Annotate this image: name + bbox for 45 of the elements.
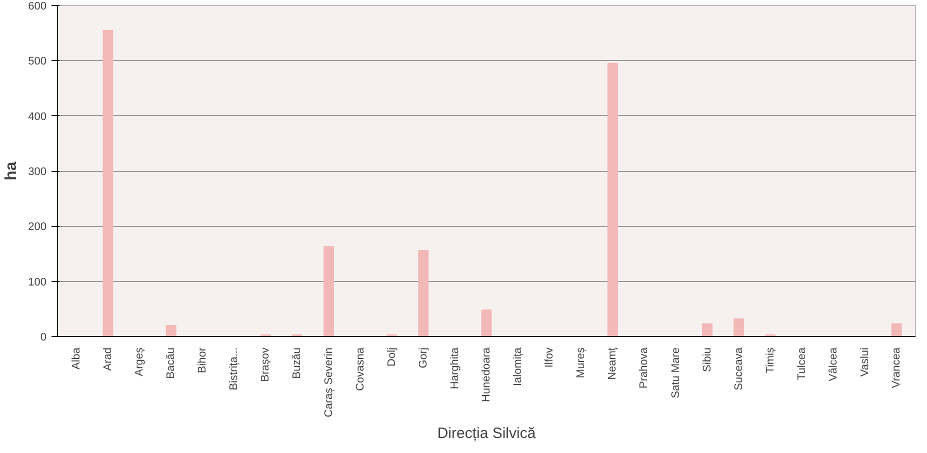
x-tick-label: Alba xyxy=(70,346,82,370)
x-tick-label: Bistrița... xyxy=(228,347,240,390)
x-tick-label: Satu Mare xyxy=(670,347,682,398)
x-tick-label: Gorj xyxy=(417,348,430,368)
x-tick-label: Hunedoara xyxy=(480,346,492,402)
bar xyxy=(702,323,713,336)
x-tick-label: Covasna xyxy=(354,346,366,391)
x-tick-label: Mureș xyxy=(575,347,588,378)
x-tick-label: Sibiu xyxy=(701,347,714,372)
y-axis-title: ha xyxy=(3,162,20,180)
x-tick-label: Suceava xyxy=(732,346,745,390)
x-axis-title: Direcția Silvică xyxy=(437,425,536,442)
y-tick-label: 500 xyxy=(28,56,47,68)
bar xyxy=(734,318,744,336)
x-tick-label: Vâlcea xyxy=(827,346,840,382)
x-tick-label: Timiș xyxy=(764,347,776,374)
x-tick-label: Vaslui xyxy=(859,347,872,377)
x-tick-label: Neamț xyxy=(606,347,619,380)
y-tick-label: 0 xyxy=(40,332,47,344)
x-tick-label: Tulcea xyxy=(796,346,808,380)
bar xyxy=(324,246,334,336)
y-tick-label: 400 xyxy=(28,110,47,123)
bar xyxy=(891,323,902,336)
x-tick-label: Arad xyxy=(102,347,114,371)
x-tick-label: Buzău xyxy=(291,347,304,379)
x-tick-label: Argeș xyxy=(134,347,146,376)
y-tick-label: 300 xyxy=(28,166,47,178)
bar xyxy=(166,324,176,336)
x-tick-label: Brașov xyxy=(260,347,272,382)
x-tick-label: Harghita xyxy=(448,346,461,390)
bar xyxy=(481,310,492,336)
x-tick-label: Bacău xyxy=(165,347,178,379)
x-tick-label: Caraș Severin xyxy=(322,347,335,418)
x-tick-label: Vrancea xyxy=(890,346,903,388)
bar xyxy=(607,62,618,336)
x-tick-label: Dolj xyxy=(386,347,398,366)
y-tick-label: 200 xyxy=(28,221,47,234)
x-tick-label: Prahova xyxy=(638,346,650,388)
bar xyxy=(418,250,429,336)
bar xyxy=(102,30,114,336)
x-tick-label: Ilfov xyxy=(544,347,556,368)
y-tick-label: 600 xyxy=(28,0,47,12)
y-tick-label: 100 xyxy=(28,276,47,288)
x-tick-label: Ialomița xyxy=(512,346,524,386)
x-tick-label: Bihor xyxy=(196,347,209,374)
